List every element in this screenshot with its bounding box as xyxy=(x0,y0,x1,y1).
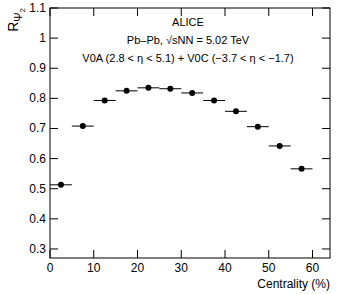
x-tick-label: 20 xyxy=(131,261,145,275)
y-axis-title: RΨ2 xyxy=(5,7,27,31)
data-point xyxy=(211,97,217,103)
x-tick-top xyxy=(93,8,94,16)
x-tick-label: 10 xyxy=(87,261,101,275)
x-tick-top xyxy=(137,8,138,16)
y-tick-right xyxy=(322,218,330,219)
annotation: ALICE xyxy=(172,16,204,28)
x-tick xyxy=(137,250,138,258)
data-point xyxy=(58,182,64,188)
y-tick-right xyxy=(322,68,330,69)
y-tick-label: 0.6 xyxy=(29,152,46,166)
data-point xyxy=(102,97,108,103)
y-title-subsub: 2 xyxy=(18,7,27,12)
y-tick xyxy=(50,98,58,99)
y-tick-label: 0.9 xyxy=(29,61,46,75)
y-tick xyxy=(50,248,58,249)
data-point xyxy=(145,85,151,91)
y-tick-right xyxy=(322,8,330,9)
annotation: Pb–Pb, √sNN = 5.02 TeV xyxy=(127,34,250,46)
x-tick-label: 60 xyxy=(306,261,320,275)
x-tick-label: 50 xyxy=(262,261,276,275)
data-point xyxy=(167,86,173,92)
y-tick-right xyxy=(322,188,330,189)
x-tick xyxy=(312,250,313,258)
y-tick-label: 0.3 xyxy=(29,242,46,256)
x-tick xyxy=(93,250,94,258)
x-tick xyxy=(225,250,226,258)
x-tick-label: 0 xyxy=(47,261,54,275)
x-tick-label: 40 xyxy=(218,261,232,275)
y-tick xyxy=(50,8,58,9)
y-tick xyxy=(50,158,58,159)
x-tick-top xyxy=(268,8,269,16)
y-tick-label: 1 xyxy=(39,31,46,45)
data-point xyxy=(277,143,283,149)
plot-frame xyxy=(50,8,330,258)
y-tick xyxy=(50,188,58,189)
data-point xyxy=(189,90,195,96)
y-tick xyxy=(50,128,58,129)
y-title-sub: Ψ xyxy=(12,12,24,21)
y-tick xyxy=(50,218,58,219)
annotation: V0A (2.8 < η < 5.1) + V0C (−3.7 < η < −1… xyxy=(82,52,293,64)
y-tick-right xyxy=(322,248,330,249)
x-tick-top xyxy=(225,8,226,16)
y-tick-right xyxy=(322,158,330,159)
y-tick xyxy=(50,38,58,39)
y-title-main: R xyxy=(5,22,21,32)
y-tick-label: 0.5 xyxy=(29,182,46,196)
x-axis-title: Centrality (%) xyxy=(257,277,330,291)
x-tick-label: 30 xyxy=(175,261,189,275)
x-tick-top xyxy=(50,8,51,16)
y-tick-right xyxy=(322,38,330,39)
y-tick-label: 0.7 xyxy=(29,121,46,135)
data-point xyxy=(80,123,86,129)
x-tick-top xyxy=(181,8,182,16)
data-point xyxy=(255,124,261,130)
chart: 0 10 20 30 40 50 60 0.3 0.4 0.5 0.6 0.7 0.8 0.9 1 1.1 Ce… xyxy=(0,0,360,294)
data-point xyxy=(233,108,239,114)
data-point xyxy=(124,88,130,94)
y-tick-right xyxy=(322,128,330,129)
y-tick-label: 0.8 xyxy=(29,91,46,105)
y-tick-label: 0.4 xyxy=(29,212,46,226)
x-tick xyxy=(50,250,51,258)
y-tick-label: 1.1 xyxy=(29,1,46,15)
y-tick xyxy=(50,68,58,69)
x-tick xyxy=(268,250,269,258)
y-tick-right xyxy=(322,98,330,99)
x-tick xyxy=(181,250,182,258)
data-group xyxy=(50,85,313,188)
x-tick-top xyxy=(312,8,313,16)
data-point xyxy=(299,166,305,172)
